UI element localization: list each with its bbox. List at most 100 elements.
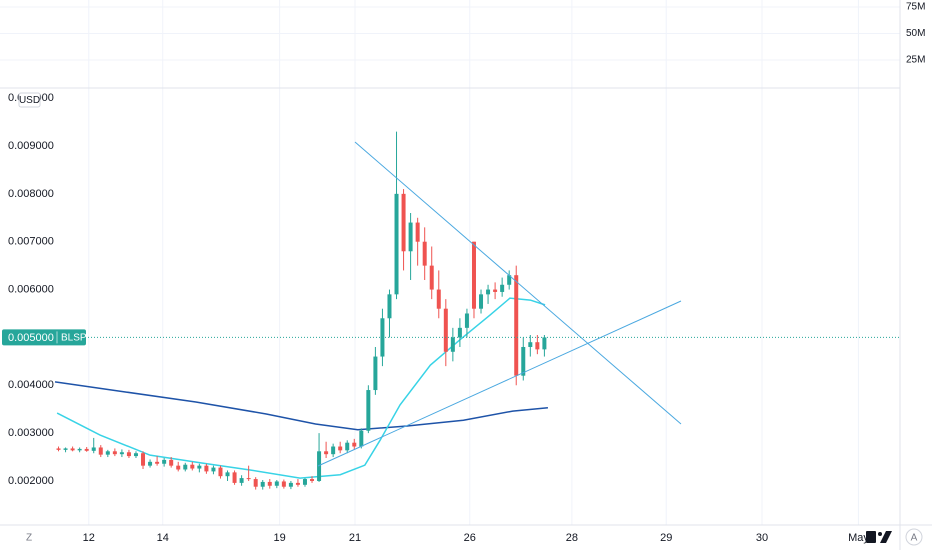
candle-body [493, 289, 498, 292]
candle-body [542, 337, 547, 350]
y-tick-label: 0.009000 [8, 140, 54, 152]
x-tick-label: 12 [83, 532, 95, 544]
candle-body [366, 390, 371, 431]
candle-body [486, 289, 491, 295]
volume-tick-label: 25M [906, 55, 925, 66]
x-tick-label: 28 [566, 532, 578, 544]
candle-body [274, 481, 279, 486]
candle-body [56, 448, 61, 450]
candle-body [464, 313, 469, 328]
candle-body [373, 356, 378, 391]
y-tick-label: 0.003000 [8, 427, 54, 439]
zoom-button[interactable]: Z [26, 533, 32, 544]
candle-body [253, 479, 258, 487]
candle-body [394, 193, 399, 295]
logo-shape [880, 531, 892, 543]
logo-shape [866, 531, 876, 543]
candle-body [507, 275, 512, 285]
candle-body [535, 342, 540, 350]
candle-body [514, 275, 519, 376]
candle-body [211, 467, 216, 472]
trend-line [317, 300, 682, 467]
volume-tick-label: 50M [906, 28, 925, 39]
candle-body [359, 430, 364, 447]
candle-body [500, 284, 505, 292]
y-tick-label: 0.006000 [8, 283, 54, 295]
y-tick-label: 0.004000 [8, 379, 54, 391]
x-tick-label: 19 [274, 532, 286, 544]
candle-body [302, 479, 307, 485]
labels: 0.002000 0.003000 0.004000 0.005000 0.006000… [8, 2, 925, 544]
y-tick-label: 0.002000 [8, 475, 54, 487]
volume-tick-label: 75M [906, 2, 925, 13]
candle-body [232, 472, 237, 483]
candle-body [443, 308, 448, 352]
candle-body [70, 448, 75, 451]
candle-body [295, 482, 300, 485]
candle-body [225, 472, 230, 477]
candle-body [281, 481, 286, 487]
symbol-label: BLSP [61, 333, 87, 344]
candle-body [471, 241, 476, 309]
candle-body [204, 465, 209, 472]
candle-body [239, 478, 244, 483]
candle-body [415, 222, 420, 242]
x-tick-label: 14 [157, 532, 169, 544]
trend-line [354, 141, 682, 425]
candle-body [63, 448, 68, 450]
currency-label: USD [19, 95, 40, 106]
logo-shape [878, 532, 882, 536]
candle-body [387, 294, 392, 319]
candle-body [169, 459, 174, 466]
candle-body [422, 241, 427, 266]
last-price-label: 0.005000 [8, 332, 54, 344]
candle-body [528, 342, 533, 347]
candle-body [352, 442, 357, 447]
candle-body [148, 461, 153, 466]
candle-body [408, 222, 413, 252]
candle-body [141, 453, 146, 466]
x-tick-label: 26 [464, 532, 476, 544]
logo [866, 531, 892, 543]
candle-body [267, 481, 272, 486]
candle-body [479, 294, 484, 309]
candle-body [98, 447, 103, 455]
currency-box [18, 92, 41, 108]
candle-body [521, 346, 526, 376]
candle-body [119, 452, 124, 455]
marks [54, 131, 548, 490]
candle-body [288, 482, 293, 487]
y-tick-label: 0.007000 [8, 236, 54, 248]
x-tick-label: 29 [660, 532, 672, 544]
candle-body [126, 452, 131, 457]
candle-body [112, 451, 117, 455]
candle-body [176, 465, 181, 470]
candle-body [155, 461, 160, 464]
moving-average [56, 297, 546, 479]
candle-body [84, 448, 89, 451]
button[interactable] [21, 529, 37, 545]
x-tick-label: May [848, 532, 869, 544]
candle-body [345, 442, 350, 451]
last-price-box [2, 329, 86, 346]
x-tick-label: 30 [756, 532, 768, 544]
auto-button[interactable]: A [911, 533, 918, 544]
candle-body [197, 465, 202, 469]
button[interactable] [905, 528, 923, 546]
candle-body [190, 464, 195, 469]
candle-body [91, 447, 96, 451]
y-tick-label: 0.008000 [8, 188, 54, 200]
candle-body [436, 289, 441, 309]
moving-average [54, 381, 548, 431]
x-tick-label: 21 [349, 532, 361, 544]
candle-body [317, 451, 322, 481]
candle-body [246, 478, 251, 480]
candle-body [133, 453, 138, 457]
candle-body [457, 327, 462, 338]
candle-body [429, 265, 434, 290]
candle-body [183, 464, 188, 470]
candle-body [324, 451, 329, 455]
candle-body [105, 451, 110, 455]
